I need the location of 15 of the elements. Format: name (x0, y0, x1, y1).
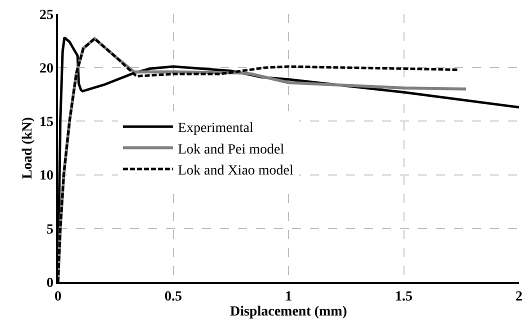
y-axis-title: Load (kN) (20, 116, 36, 179)
legend-label: Lok and Xiao model (178, 163, 294, 178)
y-tick-label: 0 (46, 276, 54, 291)
y-tick-label: 5 (46, 222, 54, 238)
x-tick-label: 2 (516, 290, 522, 305)
x-axis-title: Displacement (mm) (230, 304, 348, 320)
legend-label: Lok and Pei model (178, 142, 284, 158)
legend-label: Experimental (178, 121, 254, 136)
y-tick-label: 25 (39, 8, 54, 23)
x-tick-label: 1 (285, 290, 292, 305)
y-tick-label: 15 (39, 115, 54, 130)
y-tick-label: 20 (39, 62, 54, 76)
x-tick-label: 0.5 (164, 290, 182, 305)
y-tick-label: 10 (39, 168, 54, 184)
x-tick-label: 1.5 (395, 290, 412, 305)
